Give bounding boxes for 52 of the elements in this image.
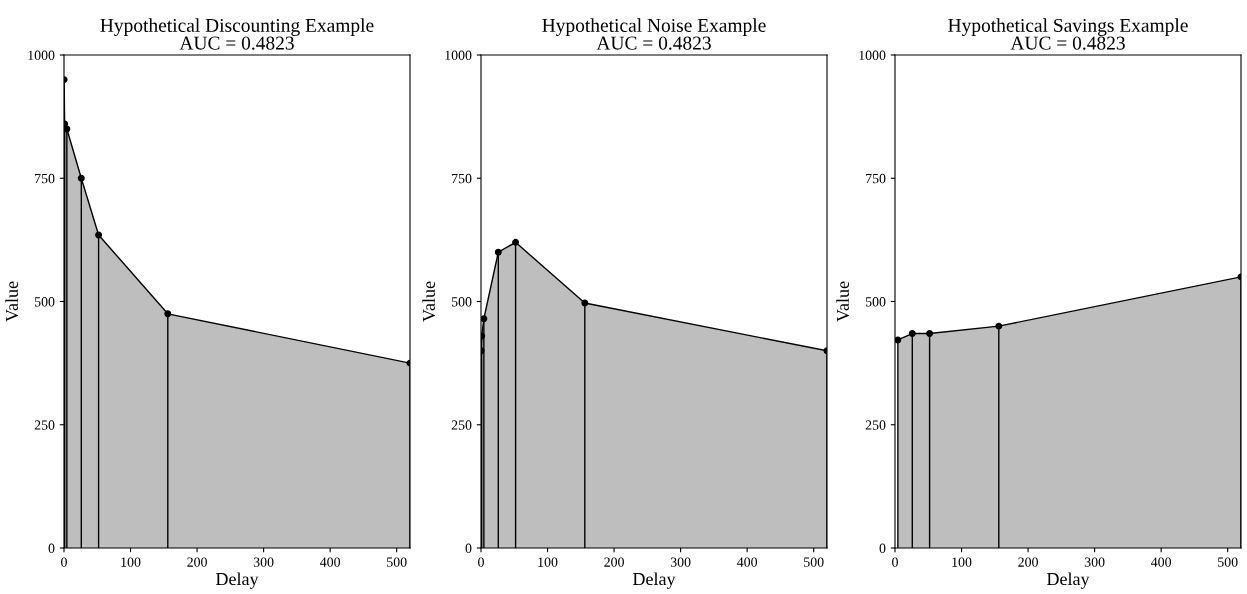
x-tick-label: 100 bbox=[952, 557, 972, 567]
chart-title: Hypothetical Savings Example AUC = 0.4823 bbox=[948, 18, 1188, 50]
chart-title: Hypothetical Noise Example AUC = 0.4823 bbox=[542, 18, 766, 50]
y-tick-label: 1000 bbox=[28, 50, 55, 60]
point bbox=[77, 174, 85, 182]
x-tick-label: 200 bbox=[187, 557, 207, 567]
y-tick-label: 750 bbox=[452, 173, 472, 184]
y-tick-label: 0 bbox=[465, 543, 472, 553]
point bbox=[481, 315, 488, 323]
point bbox=[164, 310, 172, 318]
x-tick-label: 200 bbox=[1018, 557, 1038, 567]
x-tick-label: 200 bbox=[604, 557, 624, 567]
x-tick-label: 300 bbox=[670, 557, 691, 567]
y-tick-label: 500 bbox=[451, 297, 472, 307]
point bbox=[995, 322, 1003, 330]
x-tick-label: 0 bbox=[478, 557, 484, 567]
x-tick-label: 0 bbox=[61, 557, 67, 567]
x-axis-title: Delay bbox=[632, 572, 676, 589]
y-tick-label: 0 bbox=[879, 543, 886, 553]
y-axis-title: Value bbox=[836, 281, 850, 322]
y-axis-title: Value bbox=[5, 281, 19, 322]
x-tick-label: 500 bbox=[1218, 557, 1238, 567]
x-tick-label: 300 bbox=[253, 557, 274, 567]
point bbox=[512, 238, 520, 246]
x-tick-label: 100 bbox=[538, 557, 558, 567]
x-tick-label: 500 bbox=[804, 557, 824, 567]
x-tick-label: 400 bbox=[320, 557, 341, 567]
y-tick-label: 250 bbox=[34, 420, 55, 430]
point bbox=[95, 231, 103, 239]
y-tick-label: 1000 bbox=[859, 50, 886, 60]
x-tick-label: 400 bbox=[1151, 557, 1172, 567]
y-tick-label: 250 bbox=[451, 420, 472, 430]
chart-title: Hypothetical Discounting Example AUC = 0.4823 bbox=[100, 18, 374, 50]
point bbox=[494, 248, 502, 256]
x-tick-label: 0 bbox=[892, 557, 898, 567]
y-tick-label: 1000 bbox=[445, 50, 472, 60]
y-tick-label: 0 bbox=[48, 543, 55, 553]
y-tick-label: 250 bbox=[865, 420, 886, 430]
y-tick-label: 500 bbox=[865, 297, 886, 307]
y-tick-label: 750 bbox=[866, 173, 886, 184]
point bbox=[926, 330, 934, 338]
point bbox=[908, 330, 916, 338]
x-tick-label: 300 bbox=[1084, 557, 1105, 567]
x-axis-title: Delay bbox=[1046, 572, 1090, 589]
point bbox=[581, 299, 589, 307]
y-tick-label: 750 bbox=[35, 173, 55, 184]
y-tick-label: 500 bbox=[34, 297, 55, 307]
y-axis-title: Value bbox=[422, 281, 436, 322]
x-tick-label: 500 bbox=[387, 557, 407, 567]
x-tick-label: 100 bbox=[121, 557, 141, 567]
x-axis-title: Delay bbox=[215, 572, 259, 589]
x-tick-label: 400 bbox=[737, 557, 758, 567]
